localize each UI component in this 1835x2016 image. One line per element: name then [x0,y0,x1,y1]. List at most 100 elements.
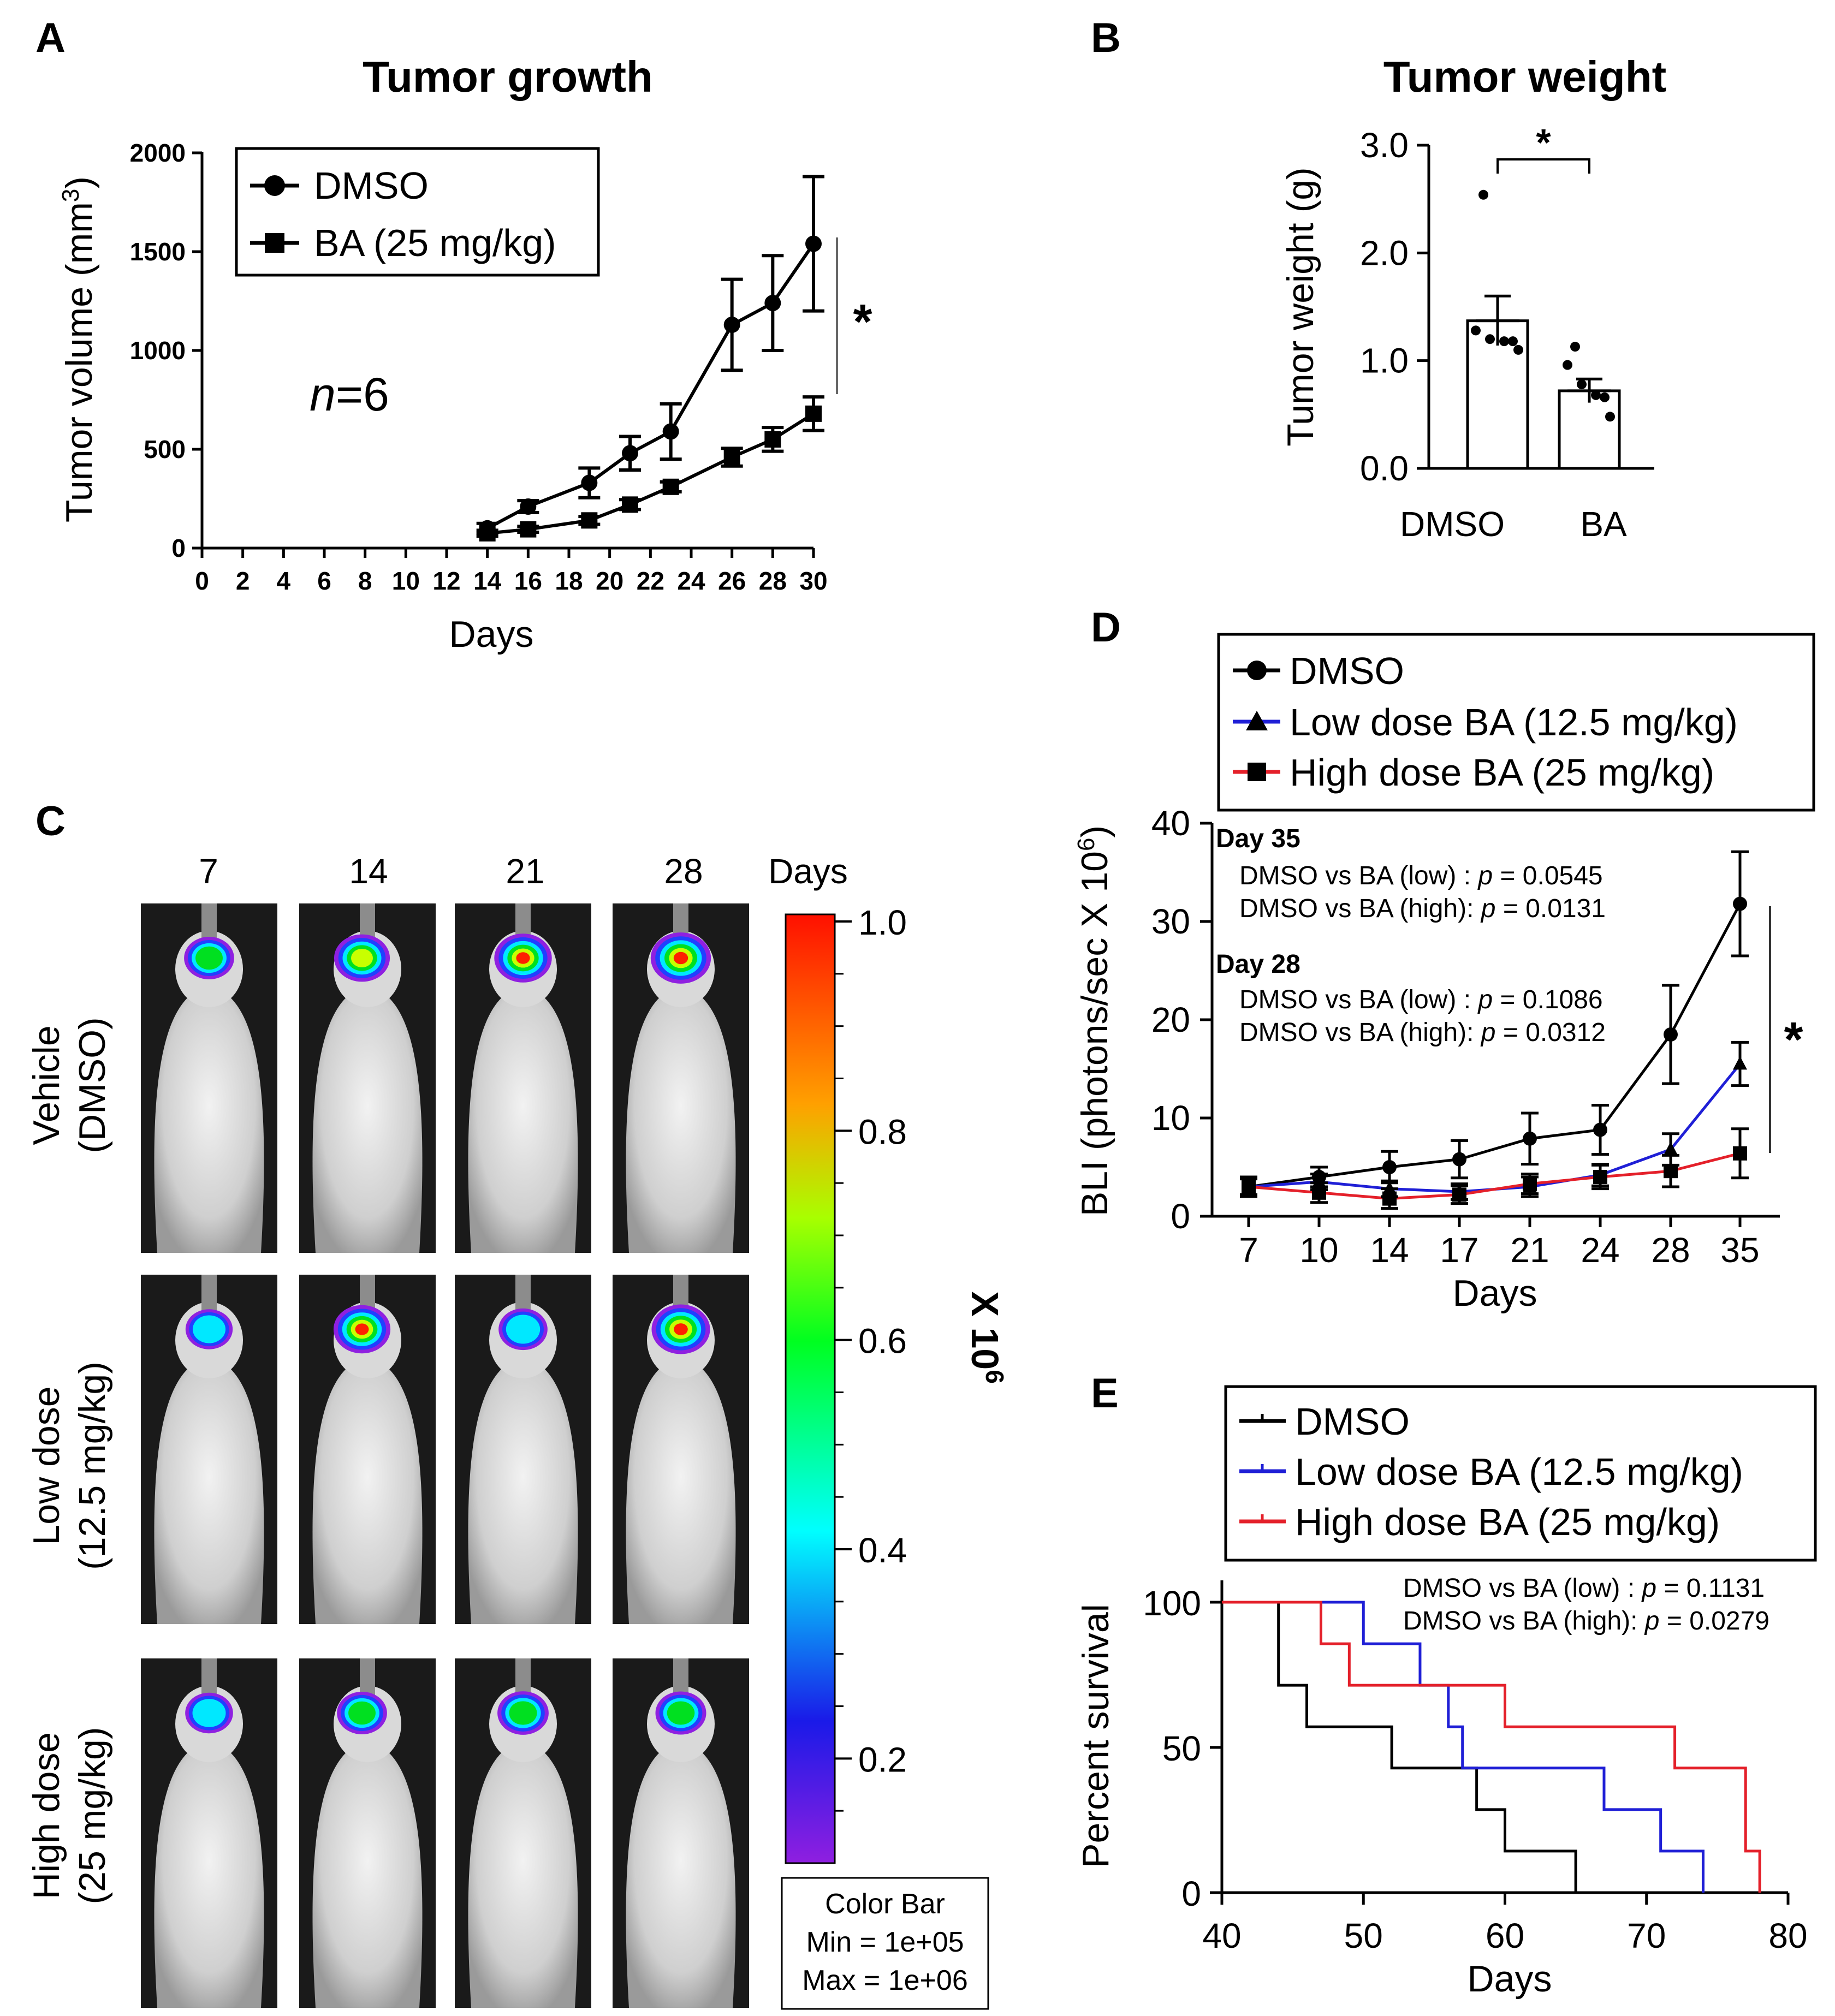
b-data-point [1570,342,1580,352]
d-ann-day35: Day 35 [1216,824,1300,853]
d-ann-d28-high: DMSO vs BA (high): p = 0.0312 [1239,1018,1606,1047]
legend-ba-marker [265,233,284,253]
panel-c-days-label: Days [768,852,848,891]
d-xtick-label: 17 [1440,1230,1478,1270]
a-point [805,235,822,252]
d-point [1733,1146,1747,1161]
bli-signal-ring [509,1701,537,1725]
d-point [1452,1187,1466,1202]
panel-d-y-label: BLI (photons/sec X 106) [1073,825,1115,1216]
e-xtick-label: 80 [1768,1916,1807,1955]
a-point [662,423,679,440]
mouse-image-r1-c0 [141,1275,277,1624]
panel-c-col-7: 7 [199,852,218,891]
panel-c-col-21: 21 [506,852,544,891]
bli-signal-ring [516,952,530,964]
d-ann-day28: Day 28 [1216,950,1300,979]
a-ytick-label: 2000 [130,139,186,167]
panel-d-x-label: Days [1453,1272,1537,1314]
e-xtick-label: 60 [1486,1916,1524,1955]
a-series-line-0 [486,242,815,530]
panel-b-title: Tumor weight [1383,52,1666,101]
d-point [1664,1141,1678,1155]
b-ytick-label: 2.0 [1360,233,1409,272]
a-xtick-label: 18 [555,567,583,595]
colorbar-tick-label: 0.8 [858,1112,907,1151]
panel-e-y-label: Percent survival [1075,1604,1117,1868]
mouse-snout [360,1658,375,1697]
row-label-high-2: (25 mg/kg) [72,1727,113,1905]
mouse-body [312,1357,423,1624]
a-point [622,445,638,462]
a-ytick-label: 1500 [130,237,186,266]
row-label-vehicle-1: Vehicle [26,1025,67,1145]
legend-dmso-label: DMSO [314,164,429,207]
e-legend-dmso-label: DMSO [1295,1400,1410,1443]
d-ytick-label: 40 [1151,804,1190,843]
mouse-snout [201,1275,217,1313]
b-data-point [1591,390,1601,400]
e-xtick-label: 70 [1627,1916,1666,1955]
bli-signal-ring [506,1315,541,1344]
mouse-image-r0-c2 [455,903,591,1253]
bli-signal-ring [674,1323,688,1335]
a-xtick-label: 6 [317,567,331,595]
b-data-point [1485,334,1495,344]
b-ytick-label: 1.0 [1360,341,1409,380]
a-ytick-label: 0 [171,534,186,562]
d-series-line-0 [1248,903,1742,1188]
colorbar-box-min: Min = 1e+05 [806,1926,964,1958]
bli-signal-ring [195,946,223,970]
panel-a-label: A [35,15,66,61]
a-xtick-label: 0 [195,567,209,595]
e-ann-high: DMSO vs BA (high): p = 0.0279 [1403,1607,1769,1636]
d-series-line-2 [1248,1152,1741,1200]
a-point [723,449,740,466]
a-point [520,521,537,538]
mouse-image-r0-c1 [299,903,436,1253]
panel-d-legend [1217,633,1815,812]
d-legend-low-label: Low dose BA (12.5 mg/kg) [1290,701,1738,744]
row-label-vehicle-2: (DMSO) [72,1017,113,1153]
d-point [1523,1131,1537,1146]
panel-b-bars [1466,189,1621,470]
mouse-image-r0-c3 [613,903,749,1253]
a-point [662,478,679,495]
b-data-point [1563,360,1572,370]
panel-b-sig-bracket [1496,158,1590,174]
d-point [1664,1164,1678,1179]
a-xtick-label: 10 [392,567,420,595]
colorbar-info-box [781,1877,989,2010]
b-data-point [1499,336,1509,347]
d-point [1382,1191,1397,1206]
mouse-body [154,1357,264,1624]
colorbar-box-title: Color Bar [825,1888,945,1920]
a-point [479,525,496,542]
legend-dmso-marker [264,175,285,196]
panel-d-sig-star: * [1784,1013,1803,1067]
legend-ba-label: BA (25 mg/kg) [314,222,556,264]
d-point [1382,1160,1397,1174]
panel-a-title: Tumor growth [363,52,653,101]
mouse-body [312,985,423,1253]
colorbar-tick-label: 0.4 [858,1531,907,1570]
colorbar-tick-label: 0.6 [858,1322,907,1361]
a-xtick-label: 22 [637,567,664,595]
panel-c-label: C [35,798,66,845]
e-ann-low: DMSO vs BA (low) : p = 0.1131 [1403,1574,1765,1603]
mouse-snout [673,1658,688,1697]
bli-signal-ring [192,1699,226,1727]
b-data-point [1471,325,1481,336]
panel-b: B Tumor weight 0.0 1.0 2.0 3.0 Tumor weight… [1091,15,1666,544]
mouse-snout [201,903,217,942]
panel-b-sig-star: * [1536,121,1551,164]
a-point [764,431,781,448]
e-survival-curve-1 [1222,1601,1705,1893]
d-xtick-label: 28 [1651,1230,1690,1270]
e-ytick-label: 0 [1181,1874,1201,1913]
panel-c-mouse-images [141,903,749,2008]
d-ann-d35-high: DMSO vs BA (high): p = 0.0131 [1239,894,1606,923]
a-point [622,496,638,513]
mouse-image-r1-c2 [455,1275,591,1624]
